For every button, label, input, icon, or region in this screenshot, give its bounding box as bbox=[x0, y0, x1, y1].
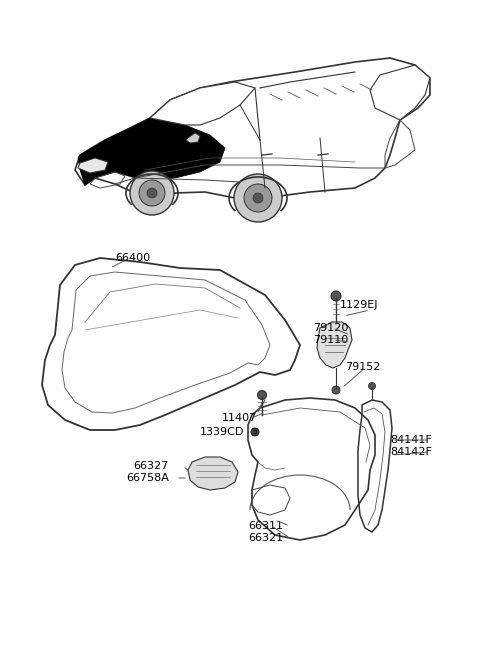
Circle shape bbox=[257, 390, 266, 400]
Text: 66327: 66327 bbox=[133, 461, 168, 471]
Circle shape bbox=[130, 171, 174, 215]
Text: 66400: 66400 bbox=[115, 253, 150, 263]
Circle shape bbox=[244, 184, 272, 212]
Polygon shape bbox=[78, 118, 225, 185]
Polygon shape bbox=[150, 82, 255, 125]
Text: 79152: 79152 bbox=[345, 362, 380, 372]
Text: 1339CD: 1339CD bbox=[200, 427, 244, 437]
Circle shape bbox=[234, 174, 282, 222]
Text: 66311: 66311 bbox=[248, 521, 283, 531]
Text: 84142F: 84142F bbox=[390, 447, 432, 457]
Circle shape bbox=[332, 386, 340, 394]
Text: 66758A: 66758A bbox=[126, 473, 169, 483]
Polygon shape bbox=[370, 65, 430, 120]
Circle shape bbox=[251, 428, 259, 436]
Circle shape bbox=[147, 188, 157, 198]
Text: 1129EJ: 1129EJ bbox=[340, 300, 379, 310]
Circle shape bbox=[139, 180, 165, 206]
Text: 11407: 11407 bbox=[222, 413, 257, 423]
Text: 79120: 79120 bbox=[313, 323, 348, 333]
Text: 66321: 66321 bbox=[248, 533, 283, 543]
Text: 79110: 79110 bbox=[313, 335, 348, 345]
Polygon shape bbox=[186, 133, 200, 143]
Polygon shape bbox=[188, 457, 238, 490]
Circle shape bbox=[369, 383, 375, 390]
Circle shape bbox=[331, 291, 341, 301]
Polygon shape bbox=[317, 322, 352, 368]
Circle shape bbox=[253, 193, 263, 203]
Text: 84141F: 84141F bbox=[390, 435, 432, 445]
Polygon shape bbox=[78, 158, 108, 173]
